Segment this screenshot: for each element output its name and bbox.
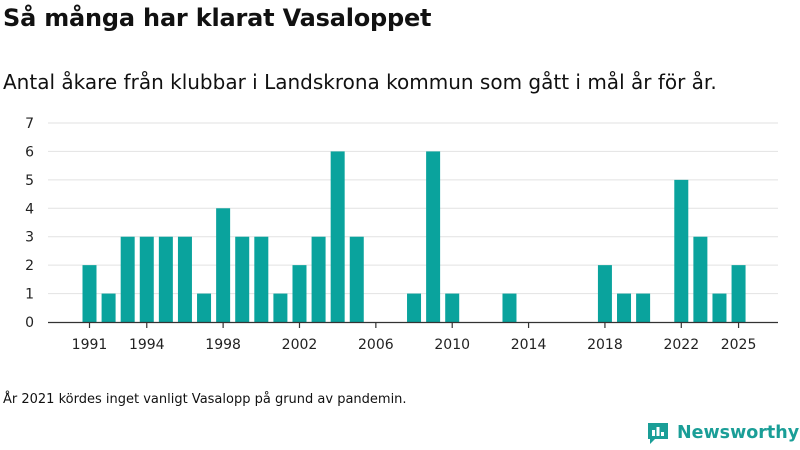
bar[interactable]	[216, 208, 231, 322]
x-tick-label: 2002	[282, 337, 318, 353]
bar[interactable]	[311, 236, 326, 322]
x-tick-label: 2014	[511, 337, 547, 353]
x-tick-label: 2006	[358, 337, 394, 353]
bar[interactable]	[617, 293, 632, 322]
bar[interactable]	[292, 265, 307, 322]
chart-title: Så många har klarat Vasaloppet	[3, 4, 432, 32]
x-tick-label: 2010	[434, 337, 470, 353]
bar[interactable]	[235, 236, 250, 322]
brand-logo[interactable]: Newsworthy	[645, 420, 799, 446]
y-tick-label: 5	[25, 173, 34, 189]
bar[interactable]	[82, 265, 97, 322]
bar[interactable]	[101, 293, 116, 322]
bar[interactable]	[177, 236, 192, 322]
bar[interactable]	[330, 151, 345, 322]
bars	[82, 151, 746, 322]
bar[interactable]	[120, 236, 135, 322]
x-tick-label: 1991	[72, 337, 108, 353]
bar[interactable]	[349, 236, 364, 322]
bar[interactable]	[426, 151, 441, 322]
bar[interactable]	[693, 236, 708, 322]
y-tick-label: 3	[25, 230, 34, 246]
bar[interactable]	[407, 293, 422, 322]
y-tick-label: 4	[25, 201, 34, 217]
bar[interactable]	[597, 265, 612, 322]
chart-subtitle: Antal åkare från klubbar i Landskrona ko…	[3, 70, 717, 94]
bar[interactable]	[674, 179, 689, 322]
bar[interactable]	[139, 236, 154, 322]
bar[interactable]	[712, 293, 727, 322]
y-tick-label: 1	[25, 287, 34, 303]
bar[interactable]	[273, 293, 288, 322]
newsworthy-logo-icon	[648, 423, 668, 444]
footnote: År 2021 kördes inget vanligt Vasalopp på…	[3, 392, 407, 407]
bar[interactable]	[731, 265, 746, 322]
y-tick-label: 7	[25, 116, 34, 132]
grid-lines	[48, 122, 778, 295]
x-tick-label: 1998	[205, 337, 241, 353]
bar[interactable]	[445, 293, 460, 322]
x-tick-label: 2022	[663, 337, 699, 353]
bar[interactable]	[636, 293, 651, 322]
x-tick-label: 2025	[721, 337, 757, 353]
bar[interactable]	[158, 236, 173, 322]
x-tick-label: 1994	[129, 337, 165, 353]
y-tick-label: 0	[25, 315, 34, 331]
bar[interactable]	[197, 293, 212, 322]
bar[interactable]	[502, 293, 517, 322]
x-tick-label: 2018	[587, 337, 623, 353]
bar[interactable]	[254, 236, 269, 322]
brand-name: Newsworthy	[677, 423, 800, 443]
axes: 0 1 2 3 4 5 6 7 1991 1994 1998 2002 2006 2010 2014 2018…	[25, 116, 778, 353]
bar-chart: 0 1 2 3 4 5 6 7 1991 1994 1998 2002 2006 2010 2014 2018…	[25, 116, 778, 353]
y-tick-label: 6	[25, 144, 34, 160]
y-tick-label: 2	[25, 258, 34, 274]
